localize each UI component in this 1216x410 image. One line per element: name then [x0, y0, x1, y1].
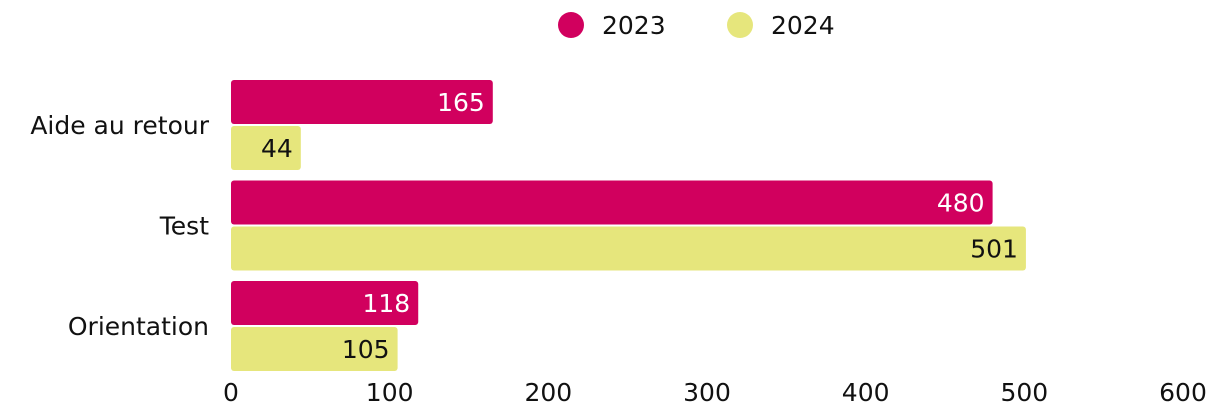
bar: [231, 126, 301, 170]
x-tick-label: 200: [524, 378, 572, 407]
data-label: 480: [937, 189, 985, 218]
data-label: 105: [342, 335, 390, 364]
bar: [231, 180, 993, 225]
x-tick-label: 600: [1159, 378, 1207, 407]
data-label: 118: [363, 289, 411, 318]
y-tick-label: Orientation: [68, 312, 209, 341]
legend-swatch: [558, 12, 584, 38]
legend-label: 2024: [771, 11, 835, 40]
bar: [231, 281, 419, 325]
x-tick-label: 400: [842, 378, 890, 407]
x-tick-label: 300: [683, 378, 731, 407]
x-tick-label: 100: [366, 378, 414, 407]
data-label: 501: [970, 235, 1018, 264]
data-label: 165: [437, 88, 485, 117]
x-tick-label: 500: [1000, 378, 1048, 407]
legend-label: 2023: [602, 11, 666, 40]
x-tick-label: 0: [223, 378, 239, 407]
data-label: 44: [261, 134, 293, 163]
bar: [231, 327, 398, 371]
y-tick-label: Aide au retour: [30, 111, 209, 140]
y-tick-label: Test: [159, 212, 209, 241]
bar: [231, 226, 1026, 271]
legend-swatch: [727, 12, 753, 38]
bar: [231, 80, 493, 124]
